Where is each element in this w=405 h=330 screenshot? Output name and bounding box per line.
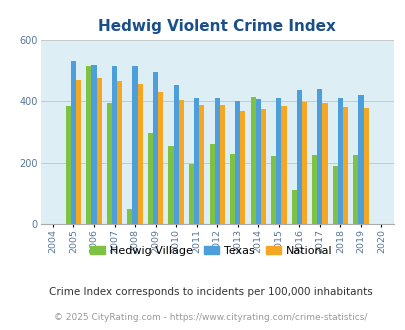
Bar (91, 65, 96, 224)
Bar (178, 100, 183, 224)
Bar (86, 66, 91, 224)
Bar (66, 107, 71, 224)
Bar (219, 105, 224, 224)
Bar (301, 102, 306, 224)
Text: Crime Index corresponds to incidents per 100,000 inhabitants: Crime Index corresponds to incidents per… (49, 287, 372, 297)
Bar (209, 144, 214, 224)
Bar (317, 89, 322, 224)
Bar (132, 66, 137, 224)
Text: © 2025 CityRating.com - https://www.cityrating.com/crime-statistics/: © 2025 CityRating.com - https://www.city… (54, 313, 367, 322)
Legend: Hedwig Village, Texas, National: Hedwig Village, Texas, National (85, 241, 336, 260)
Title: Hedwig Violent Crime Index: Hedwig Violent Crime Index (98, 19, 335, 34)
Bar (275, 97, 281, 224)
Bar (281, 107, 286, 224)
Bar (173, 85, 178, 224)
Bar (153, 72, 158, 224)
Bar (291, 190, 296, 224)
Bar (117, 81, 122, 224)
Bar (296, 90, 301, 224)
Bar (311, 155, 317, 224)
Bar (362, 108, 368, 224)
Bar (358, 95, 362, 224)
Bar (332, 166, 337, 224)
Bar (214, 98, 219, 224)
Bar (337, 98, 342, 224)
Bar (71, 61, 76, 224)
Bar (194, 98, 199, 224)
Bar (107, 103, 112, 224)
Bar (260, 109, 265, 224)
Bar (250, 97, 255, 224)
Bar (76, 80, 81, 224)
Bar (168, 147, 173, 224)
Bar (234, 101, 240, 224)
Bar (158, 92, 163, 224)
Bar (352, 155, 358, 224)
Bar (322, 103, 327, 224)
Bar (137, 84, 143, 224)
Bar (240, 111, 245, 224)
Bar (255, 99, 260, 224)
Bar (199, 105, 204, 224)
Bar (188, 164, 194, 224)
Bar (271, 156, 275, 224)
Bar (230, 154, 234, 224)
Bar (147, 133, 153, 224)
Bar (96, 79, 101, 224)
Bar (112, 66, 117, 224)
Bar (127, 209, 132, 224)
Bar (342, 107, 347, 224)
